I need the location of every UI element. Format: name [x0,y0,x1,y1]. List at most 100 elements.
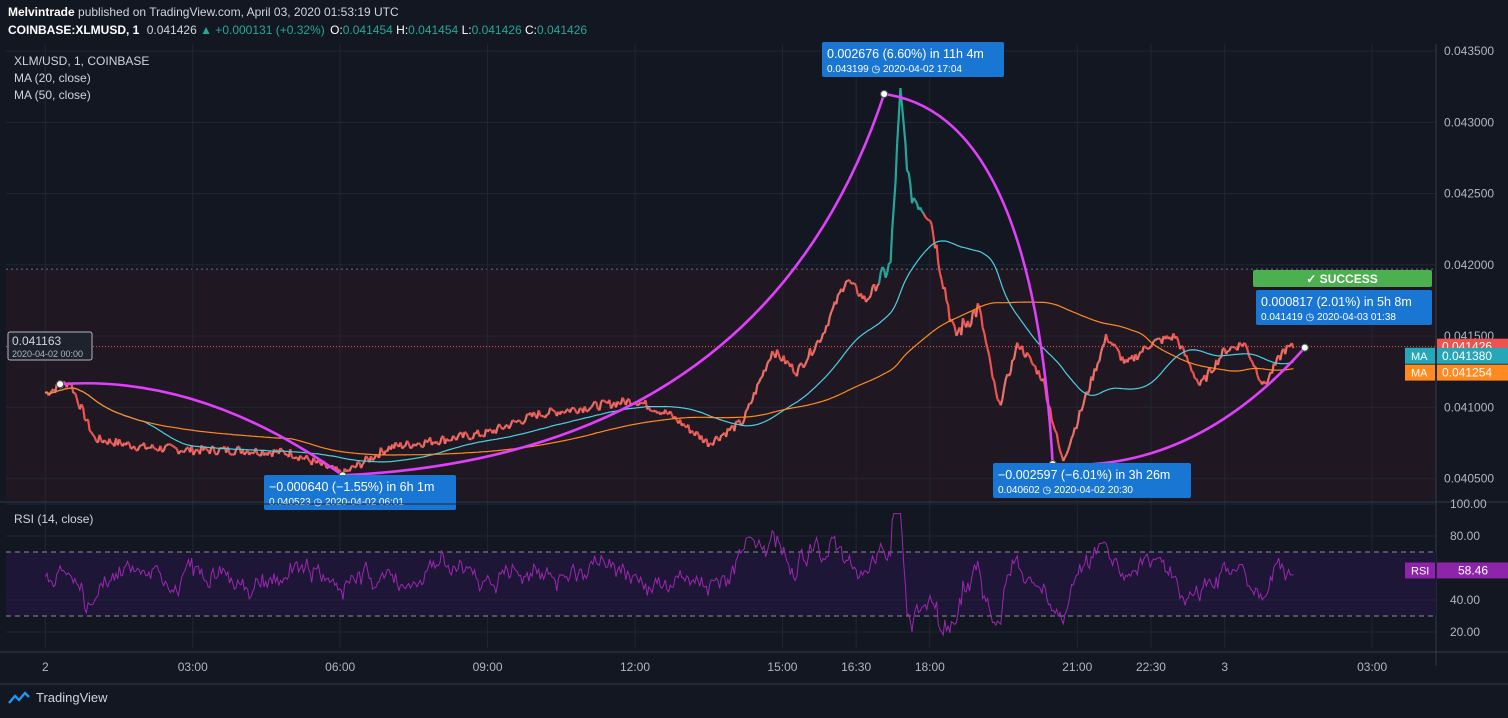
price-segment [1262,380,1267,385]
x-tick-label: 22:30 [1136,660,1166,674]
price-segment [164,444,168,447]
price-change: ▲ +0.000131 (+0.32%) [200,23,325,37]
price-segment [299,454,303,459]
ohlc-low-key: L: [461,23,472,37]
price-segment [570,406,574,410]
ma50-tag-prefix-bg [1405,364,1435,381]
price-segment [1244,344,1249,350]
author-name[interactable]: Melvintrade [8,5,75,19]
legend-ma50[interactable]: MA (50, close) [14,88,91,102]
price-segment [437,442,441,446]
price-segment [1143,345,1147,349]
ma50-tag-prefix: MA [1411,368,1428,380]
price-segment [638,401,642,406]
price-segment [208,446,213,455]
price-segment [1095,362,1099,372]
annotation-arrow [59,381,344,477]
price-segment [651,409,655,413]
annotation-label-drop-1-bg [264,475,456,510]
price-segment [118,438,122,445]
price-segment [843,280,848,288]
price-segment [583,406,588,412]
price-segment [797,363,802,368]
price-segment [168,443,171,446]
price-segment [1100,346,1104,353]
price-segment [889,229,894,263]
price-segment [1290,342,1295,349]
price-segment [598,401,603,411]
price-segment [465,432,469,438]
price-segment [854,285,859,295]
price-segment [1251,361,1256,368]
price-segment [766,360,770,365]
price-segment [847,278,850,282]
annotation-arrow [883,92,1054,465]
price-segment [983,332,988,343]
price-segment [1098,351,1103,362]
price-segment [416,442,420,446]
price-segment [502,427,505,431]
price-segment [486,428,491,433]
price-segment [1212,369,1216,373]
price-segment [818,338,823,344]
legend-ma20[interactable]: MA (20, close) [14,71,91,85]
price-segment [1009,359,1014,373]
tradingview-logo[interactable]: TradingView [8,690,108,705]
price-segment [371,458,375,462]
price-segment [621,397,626,402]
price-segment [894,143,899,183]
price-segment [919,206,923,212]
price-segment [1050,419,1055,426]
price-segment [884,272,889,279]
price-segment [1192,372,1196,379]
price-segment [669,410,673,416]
legend-rsi[interactable]: RSI (14, close) [14,512,94,526]
price-segment [790,363,795,373]
price-segment [133,445,137,451]
price-segment [1228,346,1233,352]
annotation-arrow [342,93,886,477]
price-segment [130,447,133,450]
price-segment [138,444,142,448]
price-segment [226,446,231,454]
publish-text: published on TradingView.com, April 03, … [74,5,399,19]
price-segment [169,443,173,447]
price-segment [935,244,940,264]
price-segment [177,450,182,455]
price-segment [1243,342,1247,346]
price-segment [573,408,578,414]
price-segment [943,287,948,301]
price-segment [252,451,255,455]
price-segment [515,420,518,424]
price-segment [745,408,749,412]
price-segment [930,224,935,236]
x-tick-label: 09:00 [473,660,503,674]
price-segment [664,409,668,415]
annotation-end-dot [1300,343,1309,352]
ma20-line [45,240,1294,463]
price-segment [881,266,885,270]
price-segment [406,440,410,445]
annotation-label-drop-1-detail: 0.040523 ◷ 2020-04-02 06:01 [269,497,404,508]
price-segment [1151,340,1155,346]
x-tick-label: 2 [42,660,49,674]
price-segment [1068,438,1073,446]
ma50-tag-bg [1437,364,1508,381]
ohlc-high-key: H: [396,23,409,37]
price-segment [1274,357,1279,366]
price-segment [568,408,573,413]
x-tick-label: 3 [1221,660,1228,674]
price-segment [955,331,960,337]
price-segment [624,399,629,406]
price-segment [802,364,806,369]
price-segment [352,464,356,469]
price-segment [348,466,353,472]
price-segment [90,431,94,436]
annotation-label-rally-detail: 0.043199 ◷ 2020-04-02 17:04 [827,64,962,75]
price-segment [409,446,413,450]
price-segment [768,358,772,362]
legend-symbol[interactable]: XLM/USD, 1, COINBASE [14,54,150,68]
price-segment [735,420,739,424]
price-segment [828,311,833,318]
